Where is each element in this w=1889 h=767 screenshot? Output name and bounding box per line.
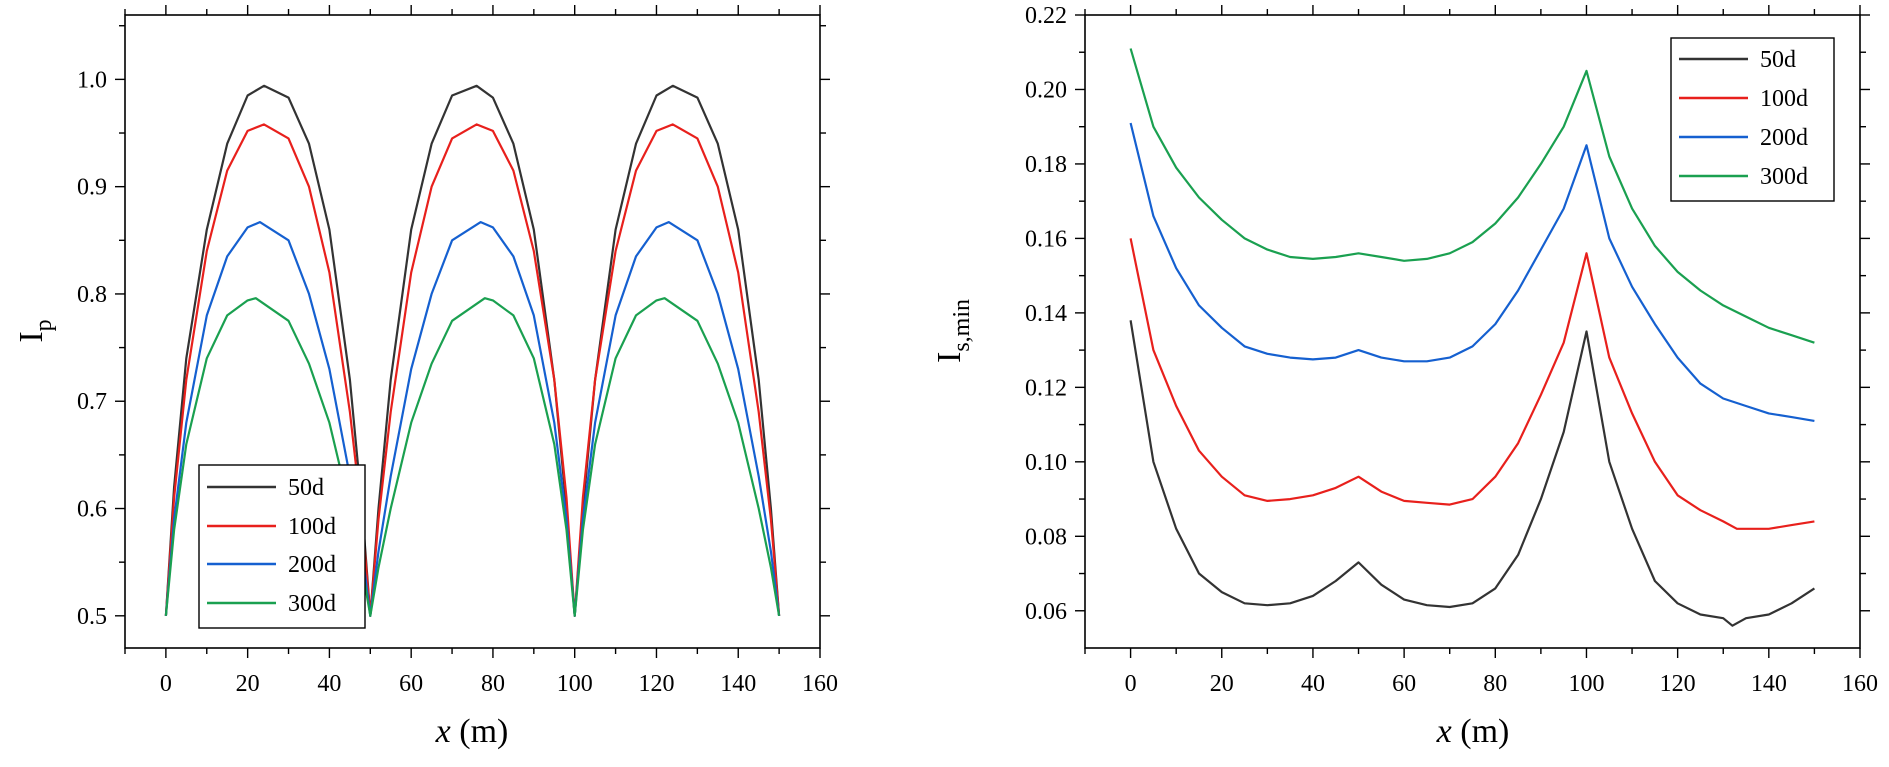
right-series-layer <box>1129 48 1816 627</box>
left-xtick-label: 100 <box>557 671 593 697</box>
right-xtick-label: 120 <box>1660 671 1696 697</box>
right-xtick-label: 0 <box>1125 671 1137 697</box>
right-ytick-label: 0.10 <box>1025 450 1067 476</box>
right-xlabel-var: x <box>1436 713 1452 750</box>
left-ylabel-sub: p <box>31 319 57 331</box>
left-ytick-label: 0.7 <box>77 389 107 415</box>
right-xtick-label: 100 <box>1568 671 1604 697</box>
right-legend-box <box>1670 37 1835 202</box>
right-ytick-label: 0.14 <box>1025 301 1067 327</box>
right-legend-label-50d: 50d <box>1760 47 1796 73</box>
left-xtick-label: 120 <box>638 671 674 697</box>
left-ytick-label: 0.6 <box>77 497 107 523</box>
right-ticks <box>1075 5 1870 658</box>
left-xtick-label: 20 <box>236 671 260 697</box>
right-ytick-labels: 0.06 0.08 0.10 0.12 0.14 0.16 0.18 0.20 0.22 <box>1025 3 1067 625</box>
right-xlabel-unit: (m) <box>1460 713 1509 750</box>
right-xtick-label: 20 <box>1210 671 1234 697</box>
left-legend: 50d 100d 200d 300d <box>198 464 366 629</box>
left-ytick-label: 1.0 <box>77 67 107 93</box>
right-ytick-label: 0.12 <box>1025 375 1067 401</box>
right-series-200d <box>1129 122 1815 422</box>
right-xlabel: x (m) <box>1436 713 1510 750</box>
left-plot-frame <box>124 14 821 649</box>
right-plot-is-min: 0 20 40 60 80 100 120 140 160 0.060.080.100.120.… <box>931 3 1878 750</box>
right-xtick-labels: 0 20 40 60 80 100 120 140 160 <box>1125 671 1878 697</box>
left-ytick-labels: 0.5 0.6 0.7 0.8 0.9 1.0 <box>77 67 107 629</box>
left-ytick-label: 0.8 <box>77 282 107 308</box>
right-xtick-label: 40 <box>1301 671 1325 697</box>
left-xtick-label: 80 <box>481 671 505 697</box>
right-xtick-label: 160 <box>1842 671 1878 697</box>
left-xlabel: x (m) <box>435 713 509 750</box>
right-series-300d <box>1129 48 1815 344</box>
right-plot-frame <box>1084 14 1861 649</box>
left-legend-box <box>198 464 366 629</box>
left-ytick-label: 0.9 <box>77 175 107 201</box>
right-ylabel: Is,min <box>931 299 975 363</box>
left-series-200d <box>164 221 781 617</box>
left-series-300d <box>164 297 781 617</box>
left-xtick-label: 60 <box>399 671 423 697</box>
left-series-50d <box>164 84 781 617</box>
left-legend-label-100d: 100d <box>288 514 336 540</box>
right-xtick-label: 140 <box>1751 671 1787 697</box>
left-legend-label-200d: 200d <box>288 552 336 578</box>
left-xtick-labels: 0 20 40 60 80 100 120 140 160 <box>160 671 838 697</box>
left-legend-label-300d: 300d <box>288 591 336 617</box>
left-ytick-label: 0.5 <box>77 604 107 630</box>
right-legend-label-200d: 200d <box>1760 125 1808 151</box>
left-ylabel: Ip <box>13 319 57 342</box>
left-plot-ip: 0 20 40 60 80 100 120 140 160 0.5 0.6 0.7 0.8 0.9 1.0… <box>13 5 838 750</box>
right-legend-label-100d: 100d <box>1760 86 1808 112</box>
right-ytick-label: 0.18 <box>1025 152 1067 178</box>
left-xtick-label: 0 <box>160 671 172 697</box>
right-xtick-label: 80 <box>1483 671 1507 697</box>
left-series-100d <box>164 123 781 617</box>
right-ytick-label: 0.06 <box>1025 599 1067 625</box>
right-ylabel-main: I <box>931 352 968 363</box>
left-ticks <box>115 5 830 658</box>
left-xtick-label: 140 <box>720 671 756 697</box>
right-series-100d <box>1129 238 1815 530</box>
right-legend: 50d 100d 200d 300d <box>1670 37 1835 202</box>
left-xlabel-unit: (m) <box>459 713 508 750</box>
right-legend-label-300d: 300d <box>1760 164 1808 190</box>
left-series-layer <box>164 84 781 617</box>
left-legend-label-50d: 50d <box>288 475 324 501</box>
right-series-50d <box>1129 320 1816 627</box>
right-ytick-label: 0.16 <box>1025 226 1067 252</box>
right-ytick-label: 0.20 <box>1025 77 1067 103</box>
left-ylabel-main: I <box>13 331 50 342</box>
left-xlabel-var: x <box>435 713 451 750</box>
left-xtick-label: 40 <box>317 671 341 697</box>
right-xtick-label: 60 <box>1392 671 1416 697</box>
left-xtick-label: 160 <box>802 671 838 697</box>
right-ytick-label: 0.22 <box>1025 3 1067 29</box>
right-ytick-label: 0.08 <box>1025 524 1067 550</box>
right-ylabel-sub: s,min <box>949 299 975 352</box>
